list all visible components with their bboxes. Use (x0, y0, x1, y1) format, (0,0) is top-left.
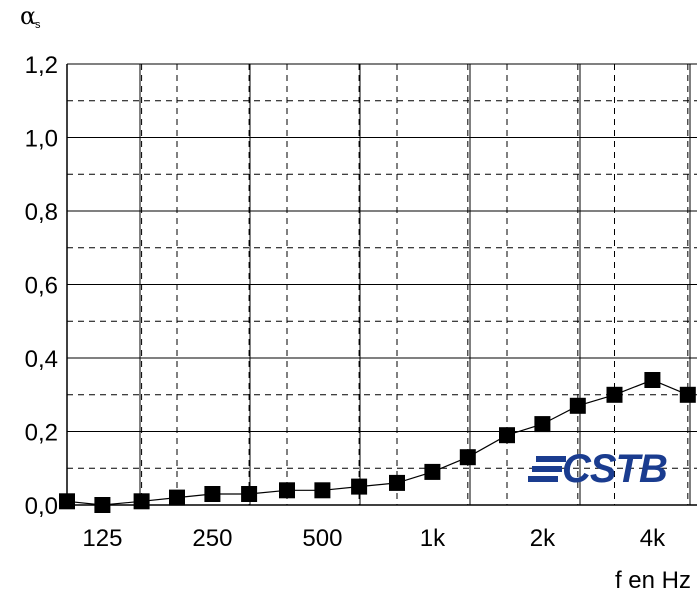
data-point-marker (424, 463, 441, 480)
x-tick-label: 250 (192, 525, 232, 552)
y-axis-title-main: α (20, 2, 36, 30)
x-tick-label: 4k (640, 525, 666, 552)
y-tick-label: 0,0 (25, 493, 58, 520)
major-grid (67, 63, 697, 505)
data-point-marker (534, 416, 551, 433)
data-point-marker (94, 497, 111, 513)
data-point-marker (389, 474, 405, 491)
y-tick-label: 0,8 (25, 199, 58, 226)
y-tick-label: 0,6 (25, 273, 58, 300)
x-tick-label: 2k (530, 525, 556, 552)
y-axis-title-sub: s (35, 19, 41, 31)
data-point-marker (59, 493, 75, 510)
x-axis-title: f en Hz (615, 567, 691, 594)
x-tick-label: 1k (420, 525, 446, 552)
y-axis-title: α s (20, 2, 41, 31)
series-markers-group (59, 372, 696, 513)
y-tick-label: 0,4 (25, 346, 58, 373)
data-point-marker (499, 427, 515, 444)
data-point-marker (133, 493, 150, 510)
y-tick-label: 1,2 (25, 52, 58, 79)
y-tick-label: 0,2 (25, 420, 58, 447)
data-point-marker (314, 482, 331, 499)
x-tick-labels: 125 250 500 1k 2k 4k (82, 525, 666, 552)
x-tick-label: 500 (302, 525, 342, 552)
data-point-marker (606, 386, 623, 403)
y-tick-label: 1,0 (25, 126, 58, 153)
data-point-marker (351, 478, 368, 495)
logo-bar-2 (532, 466, 562, 472)
data-point-marker (569, 397, 586, 414)
y-tick-labels: 0,0 0,2 0,4 0,6 0,8 1,0 1,2 (25, 52, 58, 520)
x-tick-label: 125 (82, 525, 122, 552)
data-point-marker (644, 372, 661, 388)
logo-text: CSTB (562, 447, 667, 491)
data-point-marker (241, 486, 258, 502)
data-point-marker (204, 486, 221, 502)
data-point-marker (679, 386, 696, 403)
cstb-logo: CSTB (528, 447, 668, 491)
logo-bar-3 (528, 476, 558, 482)
logo-bar-1 (536, 456, 566, 462)
data-point-marker (459, 449, 476, 466)
data-point-marker (169, 489, 185, 506)
data-point-marker (279, 482, 295, 499)
